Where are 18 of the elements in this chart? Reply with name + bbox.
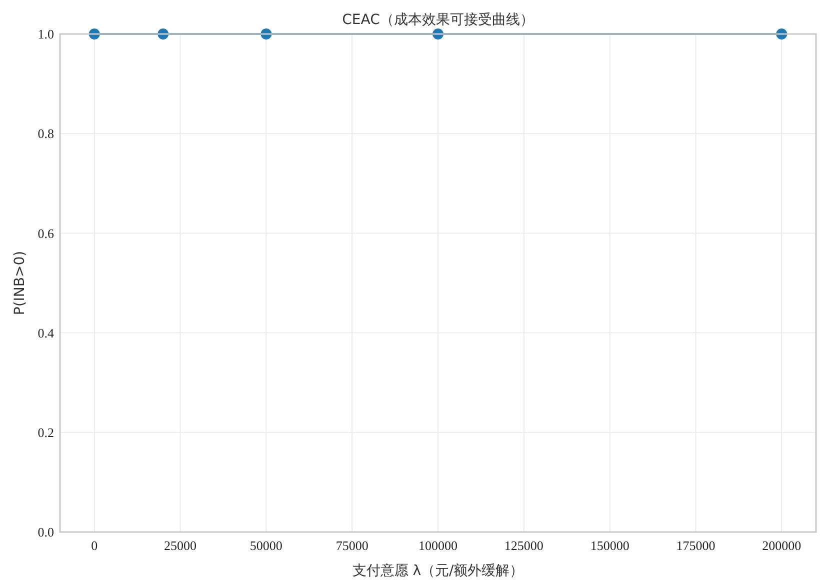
y-tick-label: 0.2 [38, 424, 54, 440]
y-tick-label: 0.6 [38, 226, 54, 241]
y-tick-label: 0.4 [38, 325, 54, 340]
x-tick-label: 150000 [590, 538, 630, 553]
x-tick-label: 25000 [164, 538, 197, 553]
x-tick-label: 200000 [762, 538, 802, 553]
chart-title: CEAC（成本效果可接受曲线） [342, 12, 534, 28]
y-tick-label: 0.0 [38, 524, 54, 540]
y-tick-label: 0.8 [38, 126, 54, 142]
x-tick-label: 75000 [336, 538, 368, 553]
x-tick-label: 100000 [418, 538, 458, 553]
x-tick-label: 50000 [250, 538, 282, 553]
y-tick-label: 1.0 [38, 26, 54, 42]
x-axis-title: 支付意愿 λ（元/额外缓解） [352, 563, 524, 579]
x-tick-label: 0 [91, 538, 98, 553]
x-tick-label: 125000 [504, 538, 544, 553]
y-axis-title: P(INB>0) [12, 250, 28, 316]
x-tick-label: 175000 [676, 538, 716, 553]
